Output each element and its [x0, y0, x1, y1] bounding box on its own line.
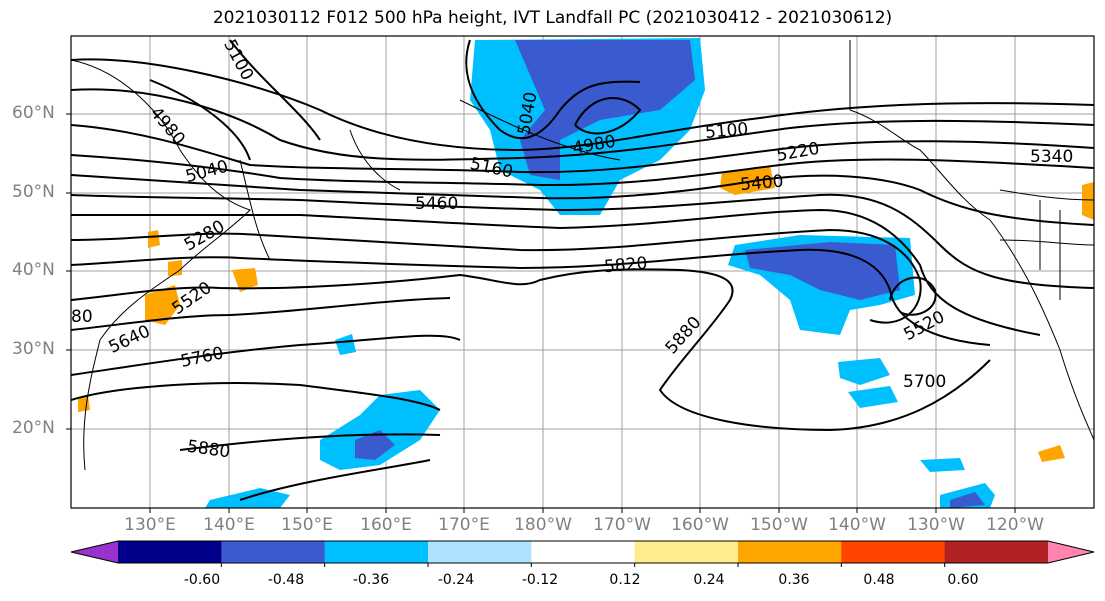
colorbar-swatch	[944, 541, 1049, 563]
colorbar-swatch	[738, 541, 842, 563]
positive-region-japan-2	[232, 268, 258, 292]
colorbar-extend-low	[71, 541, 118, 563]
lon-label: 170°E	[438, 515, 490, 535]
lon-label: 120°W	[986, 515, 1044, 535]
negative-region-hawaii-east	[920, 458, 965, 472]
colorbar-label: -0.60	[183, 572, 221, 588]
colorbar-label: -0.24	[437, 572, 475, 588]
lon-label: 140°E	[203, 515, 255, 535]
negative-region-west-pacific-core	[355, 430, 395, 460]
negative-region-small-3	[335, 334, 356, 355]
lon-label: 130°W	[907, 515, 965, 535]
lon-label: 160°W	[671, 515, 729, 535]
colorbar-swatch	[841, 541, 946, 563]
colorbar-outline	[70, 540, 1095, 564]
positive-region-japan-4	[168, 260, 182, 276]
coastlines	[71, 40, 1094, 471]
lon-label: 150°E	[281, 515, 333, 535]
lat-label: 20°N	[12, 418, 55, 438]
colorbar-swatch	[221, 541, 326, 563]
contour-label: 5400	[739, 171, 784, 195]
colorbar-label: 0.48	[863, 572, 895, 588]
colorbar-label: 0.36	[778, 572, 810, 588]
contour-label: 5100	[704, 119, 749, 143]
lat-label: 60°N	[12, 103, 55, 123]
colorbar-swatch	[531, 541, 636, 563]
negative-region-southeast-core	[950, 492, 985, 508]
contour-label: 5460	[415, 194, 458, 214]
lat-label: 40°N	[12, 260, 55, 280]
lat-label: 50°N	[12, 182, 55, 202]
colorbar-extend-high	[1048, 541, 1094, 563]
contour-label: 5820	[603, 254, 648, 278]
colorbar-swatch	[324, 541, 429, 563]
lon-label: 170°W	[593, 515, 651, 535]
lon-label: 180°W	[514, 515, 572, 535]
contour-label: 5700	[903, 372, 946, 392]
positive-region-southeast	[1038, 445, 1065, 462]
lon-label: 130°E	[124, 515, 176, 535]
colorbar	[70, 540, 1095, 567]
height-contours	[71, 39, 1094, 501]
colorbar-label: 0.24	[693, 572, 725, 588]
colorbar-label: -0.48	[267, 572, 305, 588]
colorbar-swatch	[118, 541, 222, 563]
negative-region-bering-core	[515, 40, 695, 180]
colorbar-label: -0.12	[521, 572, 559, 588]
positive-region-alaska	[720, 166, 775, 195]
colorbar-label: 0.60	[947, 572, 979, 588]
lat-label: 30°N	[12, 339, 55, 359]
map-title: 2021030112 F012 500 hPa height, IVT Land…	[212, 8, 893, 28]
lon-label: 160°E	[360, 515, 412, 535]
positive-region-california	[1082, 182, 1094, 220]
contour-label: 5340	[1030, 147, 1073, 167]
negative-region-small-2	[848, 386, 898, 408]
colorbar-label: -0.36	[352, 572, 390, 588]
negative-region-pacific-east-core	[745, 242, 900, 300]
colorbar-label: 0.12	[609, 572, 641, 588]
lon-label: 140°W	[828, 515, 886, 535]
contour-label: 80	[71, 307, 93, 327]
colorbar-swatch	[634, 541, 739, 563]
colorbar-swatch	[428, 541, 532, 563]
negative-region-small-1	[838, 358, 890, 385]
lon-label: 150°W	[750, 515, 808, 535]
positive-region-japan	[145, 285, 180, 325]
ivt-shading	[78, 38, 1094, 508]
positive-region-japan-3	[148, 230, 160, 248]
